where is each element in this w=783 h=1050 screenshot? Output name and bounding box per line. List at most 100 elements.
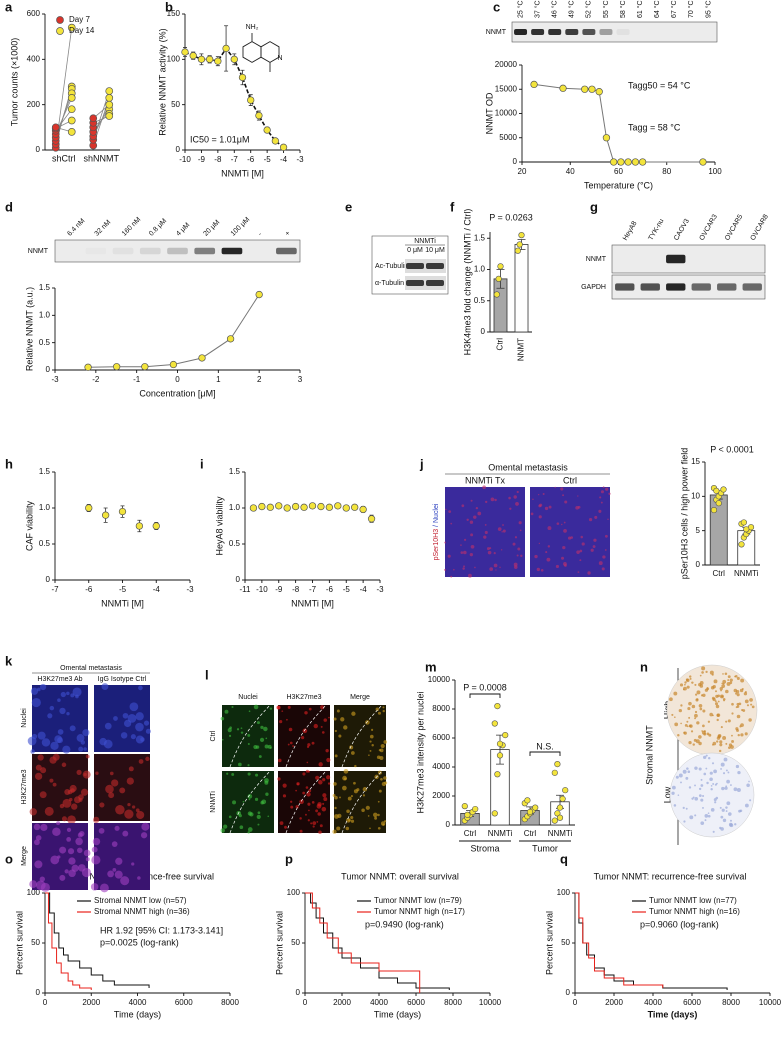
micrograph-texture bbox=[450, 522, 453, 525]
legend-marker bbox=[56, 27, 64, 35]
point bbox=[205, 55, 214, 63]
micrograph-texture bbox=[470, 544, 475, 549]
x-tick-label: 8000 bbox=[722, 998, 740, 1007]
micrograph-texture bbox=[350, 795, 354, 798]
tissue-texture bbox=[736, 693, 740, 697]
micrograph-texture bbox=[351, 711, 356, 716]
micrograph-texture bbox=[593, 538, 597, 542]
tissue-texture bbox=[698, 787, 702, 791]
micrograph-texture bbox=[288, 727, 293, 732]
lane-label: 61 °C bbox=[636, 0, 644, 18]
micrograph-texture bbox=[29, 808, 37, 816]
micrograph-texture bbox=[237, 762, 242, 767]
micrograph-texture bbox=[308, 707, 312, 711]
tissue-texture bbox=[705, 754, 708, 757]
point bbox=[325, 503, 334, 511]
band-label: Ac-Tubulin bbox=[375, 263, 408, 270]
tissue-texture bbox=[716, 740, 719, 743]
point bbox=[67, 105, 76, 114]
micrograph-texture bbox=[112, 867, 117, 872]
y-tick-label: 0.5 bbox=[229, 539, 241, 548]
micrograph-texture bbox=[259, 737, 265, 742]
micrograph-texture bbox=[554, 486, 556, 489]
survival-curve bbox=[305, 892, 421, 993]
x-tick-label: -3 bbox=[186, 585, 194, 594]
y-tick-label: 0.5 bbox=[39, 338, 51, 347]
micrograph-texture bbox=[362, 794, 366, 797]
y-axis-label: H3K27me3 intensity per nuclei bbox=[415, 691, 425, 813]
micrograph-texture bbox=[509, 507, 512, 510]
x-axis-label: NNMTi [M] bbox=[221, 168, 264, 178]
blot-band bbox=[702, 29, 715, 35]
region-outline bbox=[229, 770, 271, 834]
blot-band bbox=[406, 263, 424, 269]
micrograph-texture bbox=[59, 803, 65, 809]
tissue-texture bbox=[716, 736, 721, 740]
tissue-texture bbox=[683, 731, 687, 735]
x-tick-label: -8 bbox=[292, 585, 300, 594]
annotation: p=0.9060 (log-rank) bbox=[640, 919, 719, 929]
micrograph-texture bbox=[342, 785, 347, 791]
point bbox=[617, 158, 625, 166]
tissue-texture bbox=[700, 821, 705, 826]
micrograph-texture bbox=[560, 487, 564, 491]
micrograph-texture bbox=[502, 529, 506, 533]
micrograph-texture bbox=[135, 808, 140, 813]
point bbox=[226, 335, 235, 343]
micrograph-texture bbox=[367, 815, 370, 817]
micrograph-texture bbox=[311, 741, 315, 745]
x-tick-label: -7 bbox=[309, 585, 317, 594]
panel-letter: f bbox=[450, 199, 455, 214]
panel-letter: m bbox=[425, 659, 437, 674]
lane-label: 0.8 μM bbox=[148, 217, 168, 237]
lane-label: 4 μM bbox=[175, 222, 191, 238]
tissue-texture bbox=[730, 784, 732, 787]
panel-letter: q bbox=[560, 851, 568, 866]
micrograph-texture bbox=[95, 771, 99, 775]
y-tick-label: 1.0 bbox=[39, 503, 51, 512]
micrograph-texture bbox=[334, 754, 338, 758]
micrograph-texture bbox=[260, 725, 264, 730]
x-tick-label: 0 bbox=[573, 998, 578, 1007]
lane-label: 58 °C bbox=[619, 0, 627, 18]
micrograph-texture bbox=[54, 735, 63, 744]
blot-band bbox=[641, 255, 660, 263]
micrograph bbox=[278, 705, 330, 767]
blot-band bbox=[640, 283, 660, 291]
point bbox=[67, 94, 76, 102]
micrograph-texture bbox=[239, 825, 244, 830]
row-label: Ctrl bbox=[210, 730, 217, 741]
micrograph-texture bbox=[487, 550, 492, 555]
micrograph-texture bbox=[362, 787, 368, 792]
tissue-texture bbox=[693, 738, 697, 742]
x-tick-label: -8 bbox=[214, 155, 222, 164]
micrograph-texture bbox=[369, 749, 372, 752]
band-label: NNMT bbox=[28, 248, 49, 255]
lane-label: 160 nM bbox=[121, 216, 143, 238]
blot-band bbox=[426, 280, 444, 286]
tissue-texture bbox=[680, 704, 683, 707]
micrograph-texture bbox=[316, 803, 322, 809]
tissue-texture bbox=[731, 734, 733, 737]
tissue-texture bbox=[698, 735, 702, 739]
micrograph-texture bbox=[40, 882, 50, 892]
tissue-texture bbox=[692, 743, 695, 746]
micrograph-texture bbox=[483, 535, 487, 539]
micrograph-texture bbox=[124, 809, 134, 819]
micrograph-texture bbox=[135, 712, 144, 721]
x-axis-label: Time (days) bbox=[648, 1009, 698, 1019]
micrograph-texture bbox=[109, 771, 114, 776]
x-tick-label: 8000 bbox=[444, 998, 462, 1007]
micrograph-texture bbox=[477, 511, 482, 516]
tissue-texture bbox=[728, 746, 731, 750]
point bbox=[141, 363, 149, 371]
tissue-texture bbox=[694, 683, 697, 686]
tissue-texture bbox=[680, 722, 682, 725]
y-axis-label: HeyA8 viability bbox=[214, 496, 224, 556]
tissue-texture bbox=[677, 734, 680, 737]
micrograph-texture bbox=[555, 564, 559, 569]
tissue-texture bbox=[707, 812, 710, 814]
blot-band bbox=[616, 29, 630, 35]
y-axis-label: H3K4me3 fold change (NNMTi / Ctrl) bbox=[462, 209, 472, 356]
